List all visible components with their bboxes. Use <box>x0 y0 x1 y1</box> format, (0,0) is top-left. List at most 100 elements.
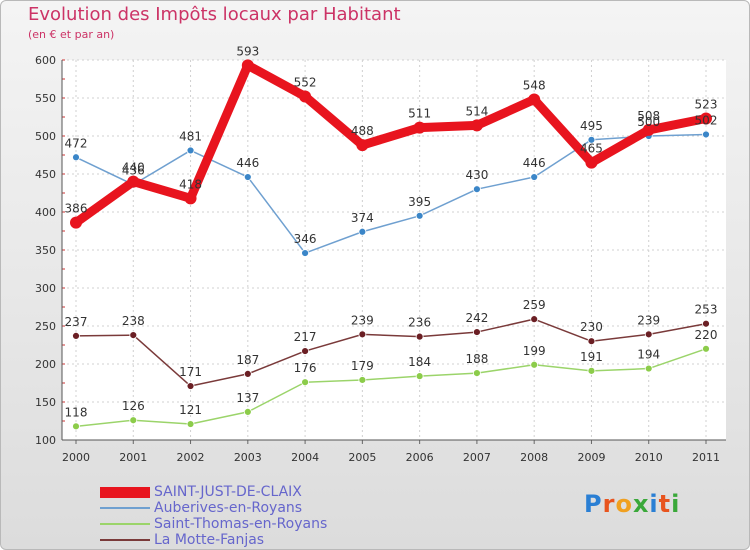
data-label: 239 <box>351 313 374 327</box>
proxiti-logo: Proxiti <box>584 490 680 518</box>
data-point <box>470 119 483 132</box>
legend-item-saint-just: SAINT-JUST-DE-CLAIX <box>100 484 327 500</box>
data-label: 502 <box>695 113 718 127</box>
data-point <box>587 337 596 346</box>
data-point <box>700 112 712 125</box>
data-point <box>186 146 195 155</box>
data-label: 552 <box>294 75 317 89</box>
x-tick-label: 2010 <box>635 451 663 464</box>
data-label: 191 <box>580 350 603 364</box>
data-label: 187 <box>236 353 259 367</box>
y-tick-label: 250 <box>35 320 56 333</box>
x-tick-label: 2006 <box>406 451 434 464</box>
data-point <box>186 420 195 428</box>
data-point <box>413 121 426 134</box>
series-line-0 <box>71 60 711 228</box>
y-tick-label: 550 <box>35 92 56 105</box>
data-point <box>301 347 309 355</box>
data-point <box>585 156 598 169</box>
data-label: 511 <box>408 107 431 121</box>
data-label: 481 <box>179 129 202 143</box>
data-point <box>358 330 367 339</box>
data-point <box>358 227 367 236</box>
logo-letter: i <box>671 490 681 518</box>
data-point <box>587 135 596 144</box>
legend-label: Saint-Thomas-en-Royans <box>154 516 328 532</box>
x-tick-label: 2003 <box>234 451 262 464</box>
legend-swatch <box>100 523 150 525</box>
data-point <box>299 90 312 103</box>
logo-letter: t <box>658 490 672 518</box>
data-label: 242 <box>465 311 488 325</box>
x-tick-label: 2007 <box>463 451 491 464</box>
data-label: 188 <box>465 352 488 366</box>
data-label: 514 <box>465 104 488 118</box>
y-tick-label: 500 <box>35 130 56 143</box>
data-label: 418 <box>179 177 202 191</box>
data-label: 199 <box>523 344 546 358</box>
chart-subtitle: (en € et par an) <box>28 28 115 41</box>
legend: SAINT-JUST-DE-CLAIX Auberives-en-Royans … <box>100 484 327 548</box>
data-label: 230 <box>580 320 603 334</box>
y-tick-label: 200 <box>35 358 56 371</box>
data-label: 184 <box>408 355 431 369</box>
data-label: 220 <box>695 328 718 342</box>
data-label: 548 <box>523 79 546 93</box>
series-line-2 <box>75 348 707 428</box>
legend-item-la-motte: La Motte-Fanjas <box>100 532 327 548</box>
data-label: 440 <box>122 161 145 175</box>
legend-swatch <box>100 486 150 498</box>
data-point <box>528 93 541 106</box>
data-point <box>186 382 195 390</box>
logo-letter: o <box>615 490 633 518</box>
data-label: 176 <box>294 361 317 375</box>
data-point <box>358 376 367 384</box>
data-label: 508 <box>637 109 660 123</box>
data-label: 179 <box>351 359 374 373</box>
data-point <box>415 211 424 220</box>
data-point <box>356 139 369 152</box>
data-point <box>301 249 309 257</box>
data-point <box>530 315 539 324</box>
data-label: 118 <box>65 405 88 419</box>
x-tick-label: 2004 <box>291 451 319 464</box>
legend-swatch <box>100 507 150 509</box>
data-label: 446 <box>523 156 546 170</box>
data-label: 386 <box>65 202 88 216</box>
data-label: 171 <box>179 365 202 379</box>
series-line-3 <box>75 318 707 387</box>
data-point <box>473 328 481 336</box>
plot-area <box>62 60 726 440</box>
data-label: 126 <box>122 399 145 413</box>
data-label: 236 <box>408 316 431 330</box>
x-tick-label: 2005 <box>348 451 376 464</box>
y-tick-label: 150 <box>35 396 56 409</box>
data-label: 253 <box>695 303 718 317</box>
data-point <box>702 344 710 353</box>
data-point <box>644 364 653 373</box>
data-point <box>644 330 653 339</box>
x-tick-label: 2008 <box>520 451 548 464</box>
data-label: 488 <box>351 124 374 138</box>
y-tick-label: 300 <box>35 282 56 295</box>
logo-letter: P <box>584 490 603 518</box>
data-point <box>241 59 254 72</box>
legend-label: SAINT-JUST-DE-CLAIX <box>154 484 302 500</box>
data-point <box>415 372 424 381</box>
data-label: 237 <box>65 315 88 329</box>
data-label: 238 <box>122 314 145 328</box>
data-point <box>301 378 309 387</box>
data-label: 495 <box>580 119 603 133</box>
data-point <box>72 422 80 431</box>
data-point <box>702 130 710 139</box>
data-label: 436 <box>122 164 145 178</box>
data-label: 121 <box>179 403 202 417</box>
logo-letter: x <box>632 490 650 518</box>
data-label: 259 <box>523 298 546 312</box>
data-label: 430 <box>465 168 488 182</box>
data-label: 137 <box>236 391 259 405</box>
data-point <box>243 173 252 181</box>
data-point <box>587 366 596 375</box>
data-point <box>127 175 140 188</box>
